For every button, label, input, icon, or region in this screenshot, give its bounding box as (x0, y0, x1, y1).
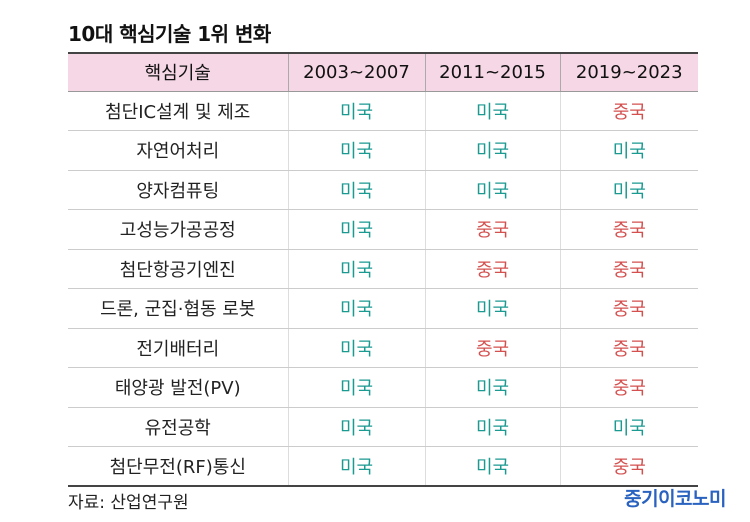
leader-cell: 미국 (287, 130, 425, 171)
table-row: 드론, 군집·협동 로봇 미국 미국 중국 (68, 288, 698, 329)
leader-cell: 미국 (287, 328, 425, 368)
table-row: 태양광 발전(PV) 미국 미국 중국 (68, 367, 698, 408)
tech-name-cell: 자연어처리 (68, 130, 288, 171)
leader-cell: 미국 (559, 407, 698, 447)
leader-cell: 미국 (424, 367, 560, 408)
tech-name-cell: 전기배터리 (68, 328, 288, 368)
leader-cell: 중국 (559, 249, 698, 289)
tech-name-cell: 태양광 발전(PV) (68, 367, 288, 408)
publisher-logo: 중기이코노미 (624, 488, 726, 510)
leader-cell: 미국 (287, 170, 425, 210)
leader-cell: 중국 (559, 328, 698, 368)
leader-cell: 미국 (424, 130, 560, 171)
tech-name-cell: 드론, 군집·협동 로봇 (68, 288, 288, 329)
tech-name-cell: 유전공학 (68, 407, 288, 447)
leader-cell: 미국 (287, 446, 425, 487)
leader-cell: 미국 (424, 446, 560, 487)
table-title: 10대 핵심기술 1위 변화 (68, 22, 271, 46)
tech-name-cell: 첨단무전(RF)통신 (68, 446, 288, 487)
table-row: 양자컴퓨팅 미국 미국 미국 (68, 170, 698, 210)
leader-cell: 미국 (287, 288, 425, 329)
leader-cell: 미국 (287, 407, 425, 447)
table-row: 유전공학 미국 미국 미국 (68, 407, 698, 447)
leader-cell: 미국 (424, 91, 560, 131)
leader-cell: 미국 (559, 170, 698, 210)
leader-cell: 미국 (424, 288, 560, 329)
leader-cell: 미국 (287, 91, 425, 131)
leader-cell: 중국 (559, 91, 698, 131)
tech-name-cell: 고성능가공공정 (68, 209, 288, 250)
header-period-1: 2003~2007 (287, 52, 425, 92)
leader-cell: 미국 (424, 170, 560, 210)
tech-name-cell: 양자컴퓨팅 (68, 170, 288, 210)
leader-cell: 중국 (424, 249, 560, 289)
source-note: 자료: 산업연구원 (68, 493, 189, 513)
table-row: 첨단항공기엔진 미국 중국 중국 (68, 249, 698, 289)
header-tech: 핵심기술 (68, 52, 288, 92)
table-body: 첨단IC설계 및 제조 미국 미국 중국 자연어처리 미국 미국 미국 양자컴퓨팅 미국 미국 미국 고… (68, 91, 698, 487)
table-row: 전기배터리 미국 중국 중국 (68, 328, 698, 368)
leader-cell: 중국 (559, 209, 698, 250)
leader-cell: 중국 (424, 209, 560, 250)
leader-cell: 중국 (559, 446, 698, 487)
leader-cell: 중국 (424, 328, 560, 368)
table-row: 자연어처리 미국 미국 미국 (68, 130, 698, 171)
leader-cell: 중국 (559, 288, 698, 329)
table-row: 첨단IC설계 및 제조 미국 미국 중국 (68, 91, 698, 131)
header-period-3: 2019~2023 (559, 52, 698, 92)
tech-name-cell: 첨단항공기엔진 (68, 249, 288, 289)
header-period-2: 2011~2015 (424, 52, 560, 92)
leader-cell: 미국 (559, 130, 698, 171)
leader-cell: 중국 (559, 367, 698, 408)
header-row: 핵심기술 2003~2007 2011~2015 2019~2023 (68, 52, 698, 92)
leader-cell: 미국 (287, 249, 425, 289)
tech-name-cell: 첨단IC설계 및 제조 (68, 91, 288, 131)
tech-ranking-table: 핵심기술 2003~2007 2011~2015 2019~2023 첨단IC설… (68, 52, 698, 487)
leader-cell: 미국 (424, 407, 560, 447)
table-row: 고성능가공공정 미국 중국 중국 (68, 209, 698, 250)
table-row: 첨단무전(RF)통신 미국 미국 중국 (68, 446, 698, 487)
leader-cell: 미국 (287, 367, 425, 408)
leader-cell: 미국 (287, 209, 425, 250)
